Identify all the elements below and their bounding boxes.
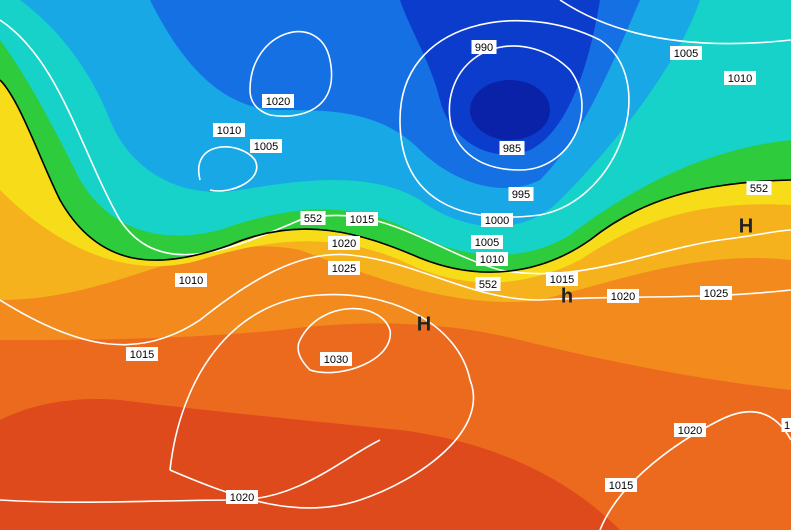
isobar-label: 1020	[262, 94, 294, 108]
label-text: 990	[475, 42, 493, 54]
isobar-label: 1025	[328, 261, 360, 275]
isobar-label: 1020	[226, 490, 258, 504]
label-box	[724, 71, 756, 85]
isobar-label: 1020	[674, 423, 706, 437]
label-text: 1015	[130, 349, 154, 361]
isobar-label: 990	[471, 40, 497, 54]
label-text: 1010	[217, 125, 241, 137]
label-box	[781, 418, 791, 432]
label-box	[126, 347, 158, 361]
isobar-label: 1020	[328, 236, 360, 250]
isobar-label: 1025	[700, 286, 732, 300]
label-box	[475, 277, 501, 291]
isobar-label: 1005	[250, 139, 282, 153]
label-box	[481, 213, 513, 227]
low-core	[470, 80, 550, 140]
isobar	[599, 410, 791, 530]
isobar-label: 1010	[724, 71, 756, 85]
isobar-label: 1005	[670, 46, 702, 60]
isobar-label: 552	[746, 181, 772, 195]
label-box	[300, 211, 326, 225]
isobar-label: 1010	[476, 252, 508, 266]
label-text: 1015	[609, 480, 633, 492]
isobar-label: 1015	[126, 347, 158, 361]
label-box	[700, 286, 732, 300]
label-text: 1030	[324, 354, 348, 366]
label-text: 1005	[254, 141, 278, 153]
label-box	[476, 252, 508, 266]
label-text: 1015	[550, 274, 574, 286]
label-text: 1025	[704, 288, 728, 300]
label-box	[674, 423, 706, 437]
label-box	[471, 235, 503, 249]
label-text: 1020	[678, 425, 702, 437]
label-box	[670, 46, 702, 60]
label-box	[546, 272, 578, 286]
isobar-label: 1	[781, 418, 791, 432]
label-text: 1020	[611, 291, 635, 303]
pressure-center: H	[417, 313, 431, 335]
isobar-label: 1000	[481, 213, 513, 227]
label-box	[213, 123, 245, 137]
label-text: 1005	[674, 48, 698, 60]
label-box	[746, 181, 772, 195]
label-box	[471, 40, 497, 54]
label-text: 1010	[179, 275, 203, 287]
label-text: 1020	[230, 492, 254, 504]
label-box	[499, 141, 525, 155]
label-box	[328, 261, 360, 275]
label-box	[605, 478, 637, 492]
isobar-label: 1010	[175, 273, 207, 287]
label-box	[175, 273, 207, 287]
isobar-label: 1015	[546, 272, 578, 286]
label-box	[328, 236, 360, 250]
label-text: 1020	[332, 238, 356, 250]
isobar	[559, 0, 791, 45]
isobar-label: 1030	[320, 352, 352, 366]
label-text: 995	[512, 189, 530, 201]
isobar	[399, 19, 630, 218]
label-text: 1005	[475, 237, 499, 249]
label-box	[346, 212, 378, 226]
label-text: 552	[750, 183, 768, 195]
isobar	[169, 293, 475, 509]
label-box	[320, 352, 352, 366]
isobar-label: 1015	[605, 478, 637, 492]
isobar-label: 552	[475, 277, 501, 291]
label-text: 1025	[332, 263, 356, 275]
label-box	[250, 139, 282, 153]
isobar	[249, 31, 333, 117]
isobar-label: 1015	[346, 212, 378, 226]
label-text: 1	[784, 420, 790, 432]
label-text: 1000	[485, 215, 509, 227]
thickness-line	[0, 79, 791, 273]
label-text: 1010	[480, 254, 504, 266]
labels: 990 1005 1010 1020 1010 1005 985 995 552 552 1015 1…	[126, 40, 791, 504]
label-box	[226, 490, 258, 504]
pressure-center: H	[739, 215, 753, 237]
label-text: 552	[479, 279, 497, 291]
isobar-label: 1010	[213, 123, 245, 137]
label-box	[607, 289, 639, 303]
label-text: 985	[503, 143, 521, 155]
label-box	[508, 187, 534, 201]
isobar-label: 1020	[607, 289, 639, 303]
isobar	[197, 146, 258, 192]
label-box	[262, 94, 294, 108]
label-text: 1020	[266, 96, 290, 108]
isobar-label: 1005	[471, 235, 503, 249]
isobar	[297, 307, 391, 374]
isobar-label: 985	[499, 141, 525, 155]
label-text: 1015	[350, 214, 374, 226]
isobar-label: 995	[508, 187, 534, 201]
isobar-label: 552	[300, 211, 326, 225]
label-text: 1010	[728, 73, 752, 85]
label-text: 552	[304, 213, 322, 225]
pressure-center: h	[561, 285, 573, 307]
